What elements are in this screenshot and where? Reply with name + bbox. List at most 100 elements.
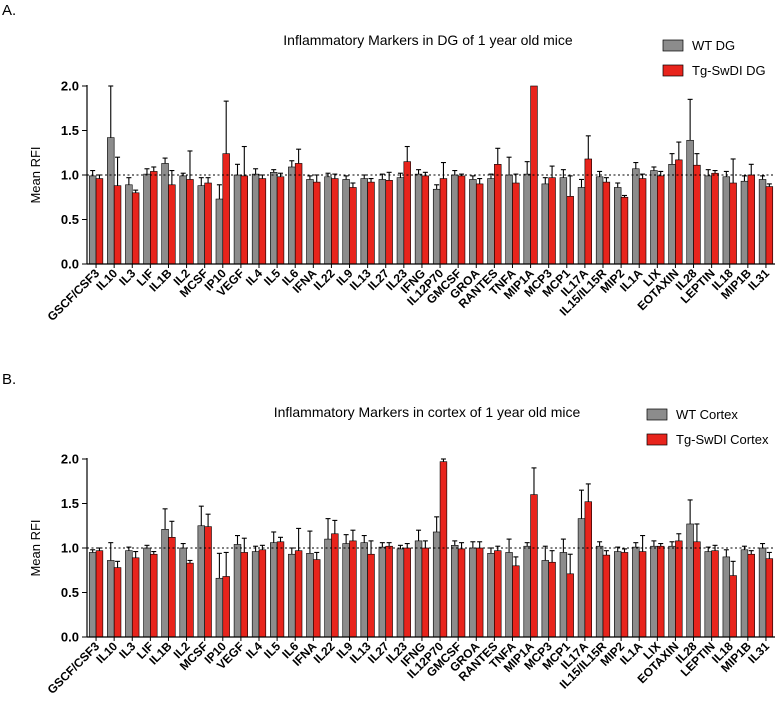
bar-wt [270, 542, 278, 638]
bar-wt [233, 544, 242, 638]
bar-tg [313, 559, 321, 638]
plot-area: GSCF/CSF3IL10IL3LIFIL1BIL2MCSFIP10VEGFIL… [45, 79, 775, 324]
bar-tg [186, 179, 194, 265]
bar-tg [512, 565, 520, 638]
y-tick-label: 1.5 [61, 123, 79, 138]
bar-tg [729, 182, 737, 265]
panel-a-chart: A. Inflammatory Markers in DG of 1 year … [2, 2, 775, 324]
legend: WT DG Tg-SwDI DG [662, 38, 766, 78]
bar-tg [222, 153, 230, 265]
bar-wt [107, 560, 115, 638]
legend-swatch-wt [662, 39, 684, 52]
bar-wt [740, 549, 749, 638]
legend-swatch-tg [646, 433, 668, 446]
bar-wt [523, 545, 531, 638]
bar-wt [306, 179, 314, 265]
x-tick-label: GSCF/CSF3 [45, 639, 103, 697]
bar-tg [421, 175, 430, 265]
bar-tg [457, 548, 466, 638]
legend-swatch-tg [662, 64, 684, 77]
bar-tg [385, 180, 393, 265]
bar-wt [378, 546, 387, 638]
bar-wt [686, 139, 694, 265]
y-tick-label: 1.5 [61, 496, 79, 511]
bar-tg [204, 526, 212, 638]
x-tick-label: IL31 [745, 639, 772, 666]
bar-tg [258, 549, 267, 638]
y-axis-label: Mean RFI [28, 519, 43, 576]
bar-tg [367, 181, 375, 265]
y-tick-label: 0.5 [61, 212, 79, 227]
bar-wt [197, 525, 205, 638]
bar-tg [131, 557, 140, 638]
chart-title: Inflammatory Markers in cortex of 1 year… [274, 404, 581, 420]
bar-tg [494, 164, 502, 265]
bar-tg [747, 553, 755, 638]
bar-tg [602, 181, 611, 265]
y-tick-label: 1.0 [61, 168, 79, 183]
bar-tg [693, 541, 701, 638]
bar-tg [584, 501, 592, 638]
bar-wt [88, 175, 97, 265]
bar-wt [414, 540, 423, 638]
bar-tg [747, 174, 755, 265]
bar-tg [403, 547, 411, 638]
bar-wt [577, 518, 586, 638]
bar-wt [469, 547, 477, 638]
bar-tg [331, 533, 339, 638]
bar-tg [638, 551, 647, 638]
bar-tg [186, 562, 194, 638]
bar-wt [125, 550, 133, 638]
bar-wt [143, 547, 151, 638]
bar-tg [548, 177, 556, 265]
bar-wt [722, 176, 731, 265]
bar-tg [150, 553, 158, 638]
bar-wt [378, 179, 387, 265]
bar-wt [451, 174, 459, 265]
bar-wt [740, 180, 749, 265]
bar-tg [276, 176, 285, 265]
bar-tg [548, 561, 556, 638]
x-tick-label: IL31 [745, 266, 772, 293]
bar-tg [168, 184, 176, 265]
bar-tg [711, 172, 719, 265]
bar-wt [595, 545, 604, 638]
x-tick-label: GSCF/CSF3 [45, 266, 103, 324]
bar-tg [294, 550, 303, 638]
bar-tg [313, 181, 321, 265]
bar-wt [432, 188, 441, 265]
y-tick-label: 2.0 [61, 79, 79, 94]
bar-wt [88, 552, 97, 638]
bar-wt [143, 173, 151, 265]
bar-tg [475, 547, 484, 638]
bar-tg [168, 537, 176, 638]
bar-tg [113, 185, 122, 265]
bar-tg [331, 178, 339, 265]
bar-tg [204, 182, 212, 265]
bar-wt [342, 179, 350, 265]
bar-tg [711, 550, 719, 638]
bar-wt [704, 175, 712, 265]
bar-wt [179, 547, 187, 638]
bar-wt [722, 556, 731, 638]
bar-wt [469, 179, 477, 265]
bar-wt [215, 577, 224, 638]
bar-tg [566, 573, 574, 638]
bar-tg [403, 161, 411, 265]
bar-wt [288, 553, 296, 638]
legend-swatch-wt [646, 408, 668, 421]
bar-wt [668, 545, 676, 638]
bar-wt [686, 523, 694, 638]
bar-wt [704, 551, 712, 638]
bar-wt [650, 545, 658, 638]
bar-wt [197, 185, 205, 265]
panel-label: B. [2, 371, 16, 388]
bar-wt [161, 529, 169, 638]
bar-wt [107, 137, 115, 265]
bar-wt [632, 546, 640, 638]
bar-wt [215, 198, 224, 265]
bar-tg [439, 461, 448, 638]
bar-tg [150, 171, 158, 265]
bar-tg [294, 163, 303, 265]
